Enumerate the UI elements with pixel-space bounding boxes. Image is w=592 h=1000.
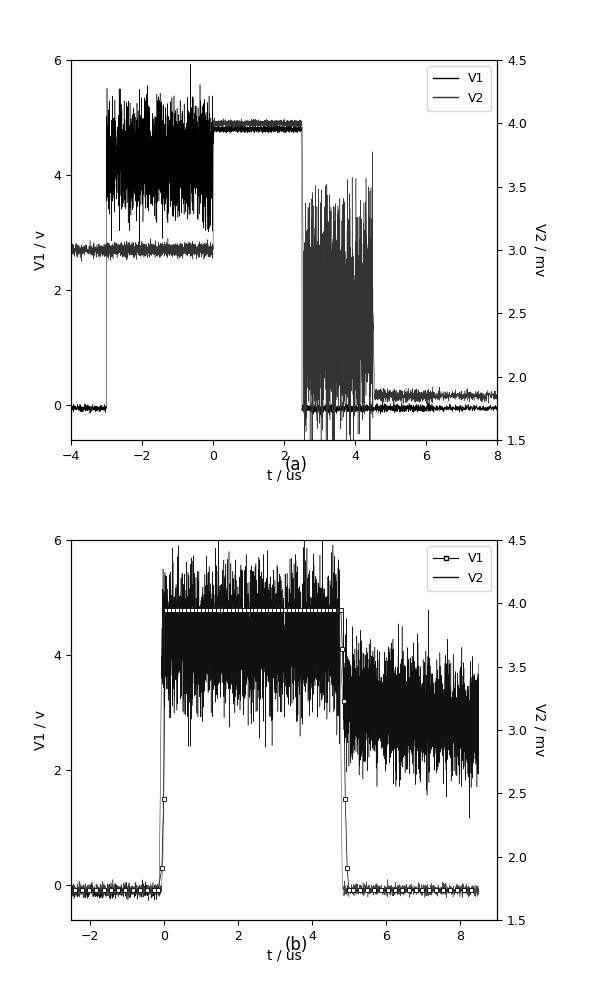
Y-axis label: V2 / mv: V2 / mv (532, 703, 546, 757)
X-axis label: t / us: t / us (267, 948, 301, 962)
Legend: V1, V2: V1, V2 (427, 66, 491, 111)
Y-axis label: V2 / mv: V2 / mv (532, 223, 546, 277)
Y-axis label: V1 / v: V1 / v (34, 230, 48, 270)
Y-axis label: V1 / v: V1 / v (34, 710, 48, 750)
X-axis label: t / us: t / us (267, 468, 301, 482)
Text: (a): (a) (285, 456, 307, 474)
Text: (b): (b) (284, 936, 308, 954)
Legend: V1, V2: V1, V2 (427, 546, 491, 591)
